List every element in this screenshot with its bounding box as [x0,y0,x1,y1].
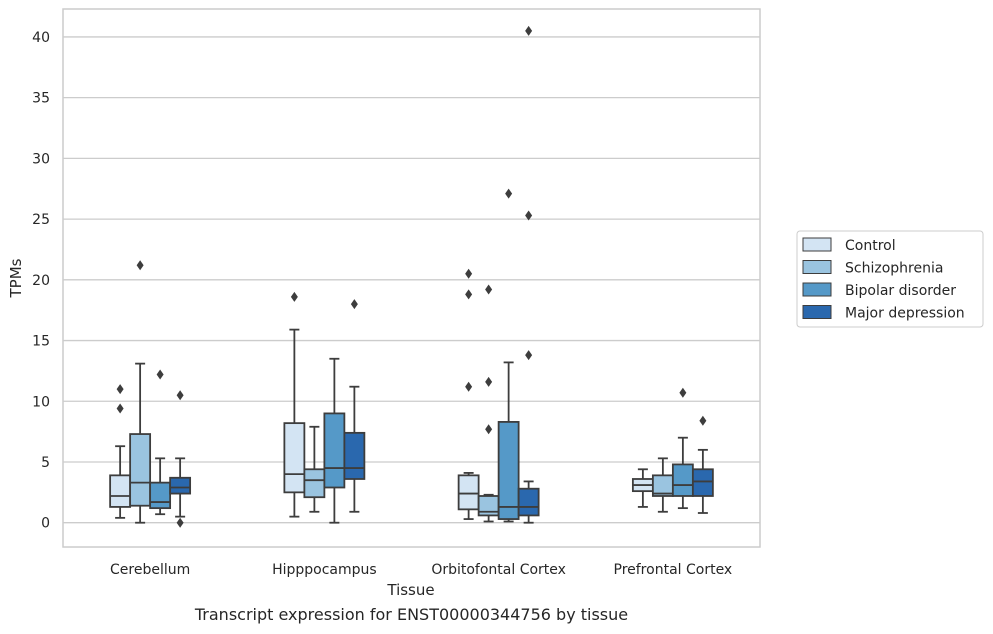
box [129,433,152,507]
outlier-point [176,390,184,401]
outlier-point [465,381,473,392]
box-2-0 [149,369,172,516]
outlier-point [525,25,533,36]
legend-label: Control [845,238,896,254]
box-1-2 [477,284,500,523]
box-1-0 [129,260,152,524]
outlier-point [465,289,473,300]
box [303,468,326,499]
y-tick-label: 5 [41,455,50,471]
box [283,422,306,494]
legend-swatch [802,237,832,252]
y-tick-label: 40 [32,30,50,46]
x-axis-label: Tissue [386,581,434,599]
x-tick-label: Cerebellum [110,562,190,578]
y-tick-labels: 0 5 10 15 20 25 30 35 40 [32,30,50,532]
box [323,412,346,489]
box-1-1 [303,425,326,513]
box [691,468,714,497]
legend: Control Schizophrenia Bipolar disorder Majo… [796,230,984,328]
x-tick-label: Orbitofontal Cortex [431,562,566,578]
outlier-point [136,260,144,271]
legend-swatch [802,282,832,297]
box-groups [109,25,714,528]
box-0-2 [457,268,480,520]
box-3-0 [169,390,192,528]
box [109,474,132,508]
x-tick-label: Hipppocampus [272,562,377,578]
box-0-3 [631,468,654,508]
outlier-point [525,350,533,361]
outlier-point [156,369,164,380]
box-0-0 [109,384,132,519]
outlier-point [290,291,298,302]
outlier-point [116,403,124,414]
y-tick-label: 25 [32,212,50,228]
box-2-2 [497,188,520,523]
box-3-2 [517,25,540,524]
box [169,476,192,495]
legend-frame [796,230,984,328]
legend-swatch [802,260,832,274]
outlier-point [116,384,124,395]
plot-frame [62,8,761,548]
box-1-3 [651,457,674,513]
y-tick-label: 10 [32,394,50,410]
box-2-1 [323,357,346,524]
gridlines [63,36,760,524]
box-3-3 [691,415,714,514]
outlier-point [505,188,513,199]
y-tick-label: 15 [32,334,50,350]
legend-label: Schizophrenia [845,261,943,277]
outlier-point [350,299,358,310]
box [671,463,694,497]
box-3-1 [343,299,366,513]
box [149,481,172,510]
outlier-point [465,268,473,279]
x-tick-labels: Cerebellum Hipppocampus Orbitofontal Corte… [110,562,732,578]
outlier-point [485,424,493,435]
legend-label: Bipolar disorder [845,283,956,299]
chart-caption: Transcript expression for ENST0000034475… [194,605,629,624]
outlier-point [485,376,493,387]
legend-label: Major depression [845,306,965,322]
legend-swatch [802,305,832,319]
box [497,421,520,520]
y-tick-label: 20 [32,273,50,289]
box [517,487,540,517]
box [457,474,480,511]
box [343,431,366,480]
outlier-point [176,517,184,528]
y-tick-label: 30 [32,151,50,167]
x-tick-label: Prefrontal Cortex [614,562,733,578]
outlier-point [699,415,707,426]
y-tick-label: 35 [32,91,50,107]
outlier-point [485,284,493,295]
outlier-point [679,387,687,398]
box-2-3 [671,387,694,510]
y-axis-label: TPMs [7,258,25,298]
box-0-1 [283,291,306,518]
outlier-point [525,210,533,221]
y-tick-label: 0 [41,516,50,532]
